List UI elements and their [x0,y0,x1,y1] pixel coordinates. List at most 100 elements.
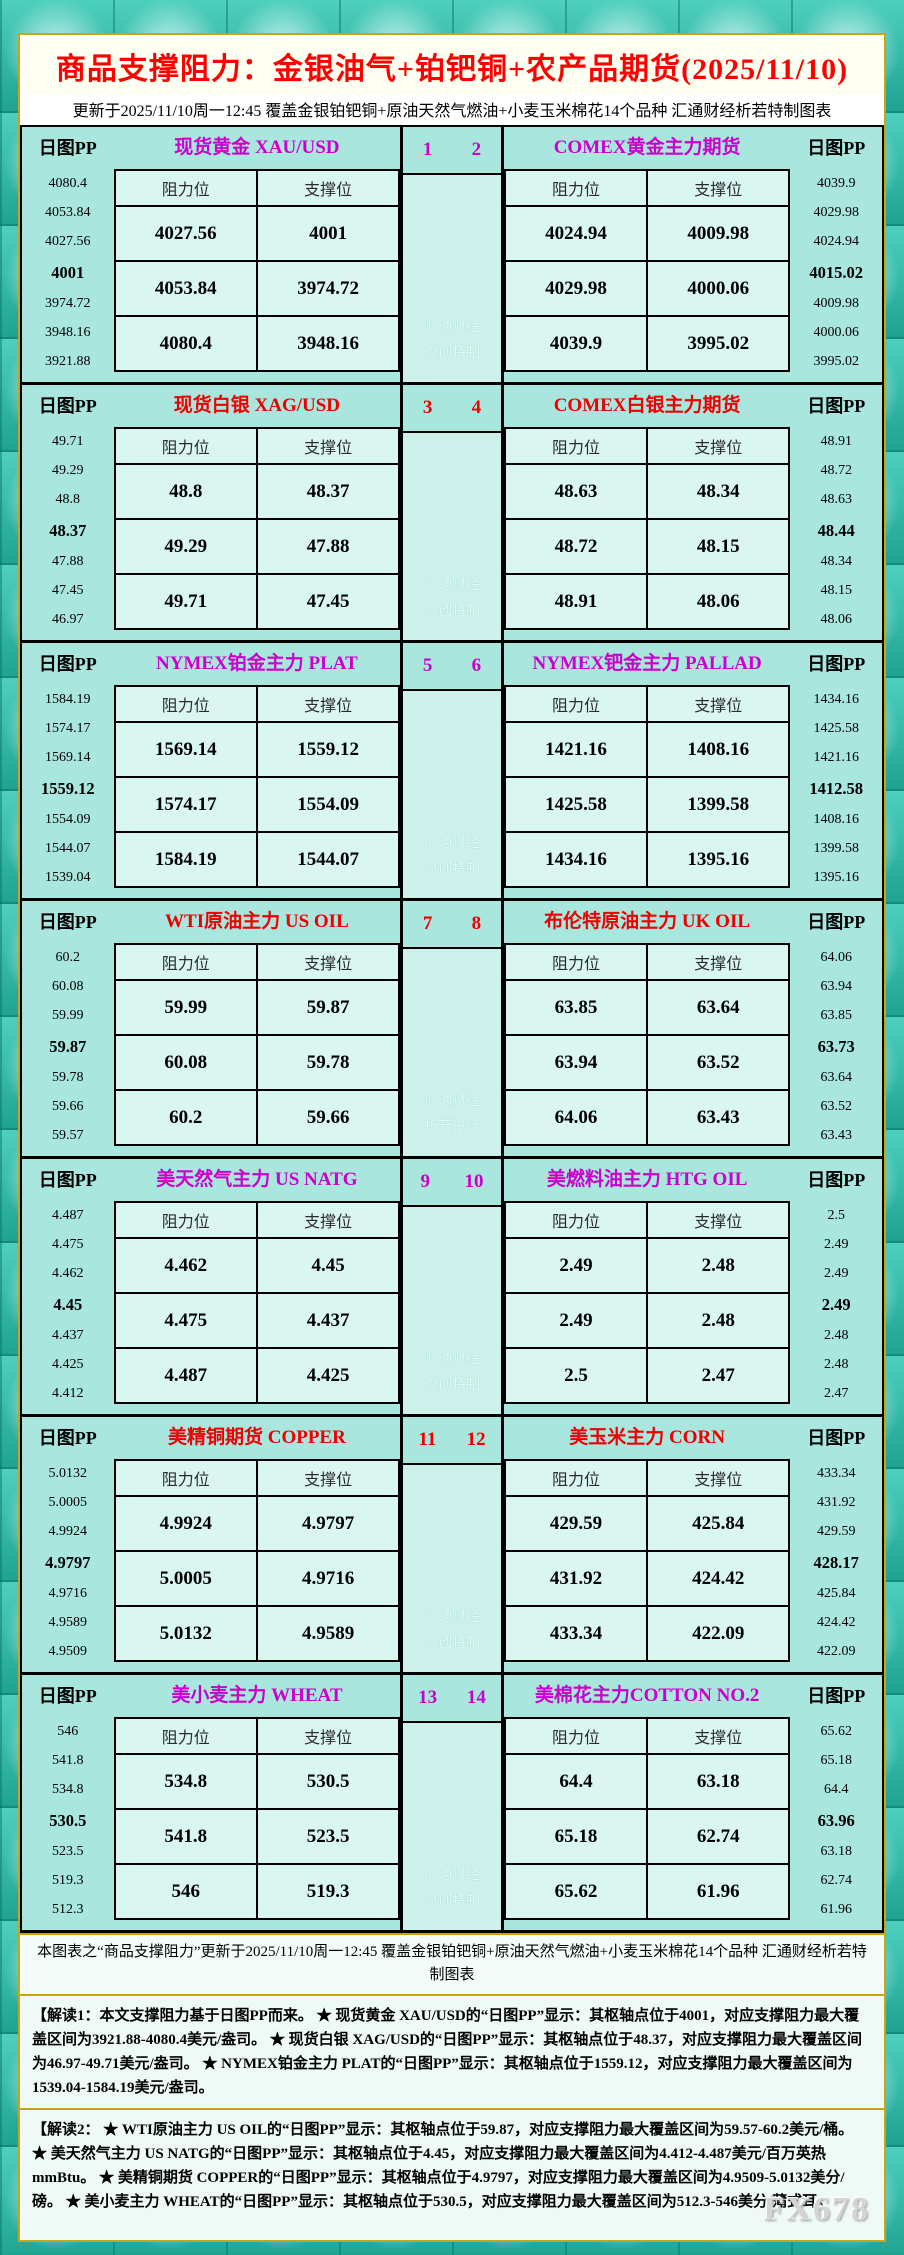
instrument-right: 布伦特原油主力 UK OIL 阻力位 支撑位 63.85 63.64 63.94 [503,901,791,1156]
support-cell: 1544.07 [255,831,401,888]
resistance-header: 阻力位 [503,943,649,981]
table-row: 48.63 48.34 [503,463,791,520]
pp-value: 2.5 [827,1207,845,1223]
pp-value: 1569.14 [45,749,91,765]
pp-values-right: 2.5 2.49 2.49 2.49 2.48 2.48 2.47 [790,1201,882,1414]
sequence-numbers: 1 2 [403,127,501,175]
pp-header-right: 日图PP [807,138,866,158]
sequence-number-left: 7 [422,913,433,934]
pp-value: 523.5 [52,1843,84,1859]
resistance-cell: 64.06 [503,1089,649,1146]
table-row: 431.92 424.42 [503,1550,791,1607]
pp-header-right: 日图PP [807,654,866,674]
table-row: 63.94 63.52 [503,1034,791,1091]
pp-header-left: 日图PP [38,912,97,932]
site-watermark: 汇通财经 原创特制 [403,1347,501,1414]
table-row: 5.0132 4.9589 [113,1605,401,1662]
table-row: 48.8 48.37 [113,463,401,520]
pp-value: 48.15 [820,582,852,598]
support-cell: 2.47 [646,1347,791,1404]
pp-value: 47.45 [52,582,84,598]
site-watermark: 汇通财经 原创特制 [403,315,501,382]
instrument-left: 现货白银 XAG/USD 阻力位 支撑位 48.8 48.37 49.29 4 [113,385,401,640]
pp-column-right: 日图PP 64.06 63.94 63.85 63.73 63.64 63.52… [790,901,882,1156]
support-cell: 47.88 [255,518,401,575]
support-cell: 530.5 [255,1753,401,1810]
pp-pivot-value: 59.87 [49,1036,87,1056]
pp-value: 4.425 [52,1356,84,1372]
pp-value: 1539.04 [45,869,91,885]
pp-values-right: 48.91 48.72 48.63 48.44 48.34 48.15 48.0… [790,427,882,640]
update-subtitle: 更新于2025/11/10周一12:45 覆盖金银铂钯铜+原油天然气燃油+小麦玉… [20,94,884,125]
pp-values-right: 433.34 431.92 429.59 428.17 425.84 424.4… [790,1459,882,1672]
site-watermark: 汇通财经 原创特制 [403,1863,501,1930]
instrument-title-right: NYMEX钯金主力 PALLAD [532,653,762,674]
levels-table-right: 阻力位 支撑位 429.59 425.84 431.92 424.42 433.… [503,1459,791,1662]
sequence-number-right: 2 [471,139,482,160]
pp-value: 48.91 [820,433,852,449]
support-header: 支撑位 [646,1717,791,1755]
pp-value: 4.437 [52,1327,84,1343]
resistance-cell: 1421.16 [503,721,649,778]
pp-value: 1544.07 [45,840,91,856]
table-row: 59.99 59.87 [113,979,401,1036]
table-row: 546 519.3 [113,1863,401,1920]
sequence-numbers: 9 10 [403,1159,501,1207]
pp-value: 65.62 [820,1723,852,1739]
pp-value: 63.94 [820,978,852,994]
support-cell: 4.9797 [255,1495,401,1552]
pp-pivot-value: 48.37 [49,520,87,540]
table-row: 4.9924 4.9797 [113,1495,401,1552]
table-row: 4024.94 4009.98 [503,205,791,262]
table-row: 433.34 422.09 [503,1605,791,1662]
support-cell: 422.09 [646,1605,791,1662]
table-row: 4029.98 4000.06 [503,260,791,317]
pp-value: 1554.09 [45,811,91,827]
levels-table-left: 阻力位 支撑位 4.462 4.45 4.475 4.437 4.487 [113,1201,401,1404]
pp-value: 49.71 [52,433,84,449]
pp-value: 1408.16 [813,811,859,827]
sequence-number-left: 13 [418,1687,438,1708]
table-row: 541.8 523.5 [113,1808,401,1865]
support-cell: 1559.12 [255,721,401,778]
support-cell: 63.52 [646,1034,791,1091]
pp-value: 5.0005 [48,1494,88,1510]
table-row: 65.18 62.74 [503,1808,791,1865]
levels-table-left: 阻力位 支撑位 1569.14 1559.12 1574.17 1554.09 … [113,685,401,888]
pp-value: 1434.16 [813,691,859,707]
sequence-number-left: 5 [422,655,433,676]
resistance-cell: 64.4 [503,1753,649,1810]
resistance-cell: 546 [113,1863,258,1920]
instrument-title-right: 美燃料油主力 HTG OIL [546,1169,748,1190]
instrument-left: 美天然气主力 US NATG 阻力位 支撑位 4.462 4.45 4.475 [113,1159,401,1414]
watermark-line-2: 析若设计 [424,1120,480,1136]
pp-value: 4.9716 [48,1585,88,1601]
resistance-cell: 433.34 [503,1605,649,1662]
panels-container: 日图PP 4080.4 4053.84 4027.56 4001 3974.72… [20,125,884,1933]
resistance-cell: 4029.98 [503,260,649,317]
pp-value: 49.29 [52,462,84,478]
table-row: 60.2 59.66 [113,1089,401,1146]
watermark-line-2: 原创特制 [424,346,480,362]
levels-table-right: 阻力位 支撑位 2.49 2.48 2.49 2.48 2.5 [503,1201,791,1404]
support-cell: 48.06 [646,573,791,630]
support-cell: 2.48 [646,1237,791,1294]
support-header: 支撑位 [255,943,401,981]
site-watermark: 汇通财经 原创特制 [403,831,501,898]
pp-value: 63.64 [820,1069,852,1085]
support-cell: 4.437 [255,1292,401,1349]
resistance-cell: 1574.17 [113,776,258,833]
resistance-header: 阻力位 [503,427,649,465]
table-row: 64.06 63.43 [503,1089,791,1146]
watermark-line-1: 汇通财经 [424,1093,480,1109]
table-row: 2.49 2.48 [503,1237,791,1294]
pp-value: 4024.94 [813,233,859,249]
pp-value: 4027.56 [45,233,91,249]
resistance-cell: 4.487 [113,1347,258,1404]
table-row: 4.462 4.45 [113,1237,401,1294]
pp-pivot-value: 2.49 [821,1294,851,1314]
pp-column-left: 日图PP 1584.19 1574.17 1569.14 1559.12 155… [22,643,114,898]
instrument-left: WTI原油主力 US OIL 阻力位 支撑位 59.99 59.87 60.08 [113,901,401,1156]
pp-values-right: 64.06 63.94 63.85 63.73 63.64 63.52 63.4… [790,943,882,1156]
instrument-right: 美玉米主力 CORN 阻力位 支撑位 429.59 425.84 431.92 [503,1417,791,1672]
